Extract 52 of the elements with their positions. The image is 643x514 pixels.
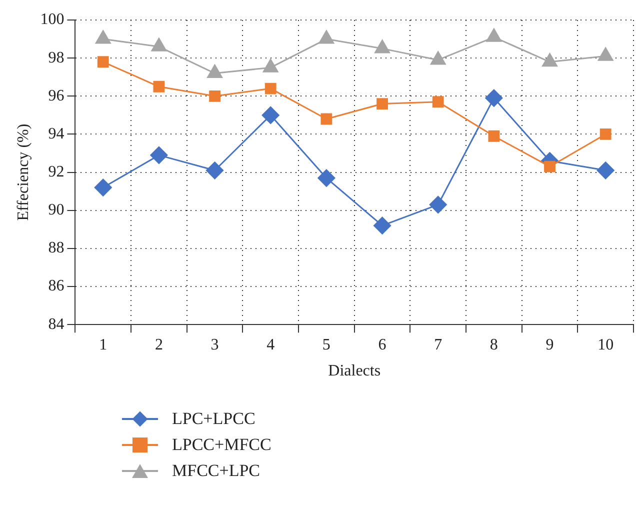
legend-label: MFCC+LPC [172,461,260,481]
y-tick-label: 96 [48,87,64,104]
legend-label: LPC+LPCC [172,409,256,429]
y-tick-label: 92 [48,164,64,181]
point [153,80,165,92]
point [376,98,388,110]
point [374,216,392,234]
y-tick-label: 86 [48,278,64,295]
x-tick-label: 1 [99,336,108,354]
point [542,53,558,67]
x-tick-label: 5 [322,336,330,354]
x-tick-label: 7 [434,336,442,354]
point [430,51,446,65]
point [486,28,502,42]
x-tick-label: 4 [266,336,275,354]
point [488,130,500,142]
point [207,64,222,78]
point [150,146,168,164]
point [264,82,276,94]
x-tick-label: 8 [490,336,498,354]
point [318,30,334,44]
x-tick-label: 6 [378,336,386,354]
x-axis-title: Dialects [328,362,381,380]
point [485,89,503,107]
legend-label: LPCC+MFCC [172,435,272,455]
point [374,40,390,54]
point [262,58,278,72]
y-tick-label: 88 [48,240,64,257]
point [429,196,447,214]
point [598,47,614,61]
point [94,178,112,196]
point [544,160,556,172]
point [596,162,614,180]
point [262,106,280,124]
y-tick-label: 84 [48,316,64,333]
y-tick-label: 98 [48,49,64,66]
x-tick-label: 10 [598,336,614,354]
y-axis-title: Effeciency (%) [14,124,32,221]
point [600,128,612,140]
point [206,162,224,180]
y-tick-label: 90 [48,202,64,219]
point [151,38,167,52]
point [432,96,444,108]
x-tick-label: 9 [546,336,554,354]
point [318,169,336,187]
point [95,30,111,44]
point [320,113,332,125]
x-tick-label: 3 [210,336,219,354]
point [209,90,220,102]
y-tick-label: 100 [40,11,64,28]
x-tick-label: 2 [154,336,163,354]
y-tick-label: 94 [48,125,64,142]
